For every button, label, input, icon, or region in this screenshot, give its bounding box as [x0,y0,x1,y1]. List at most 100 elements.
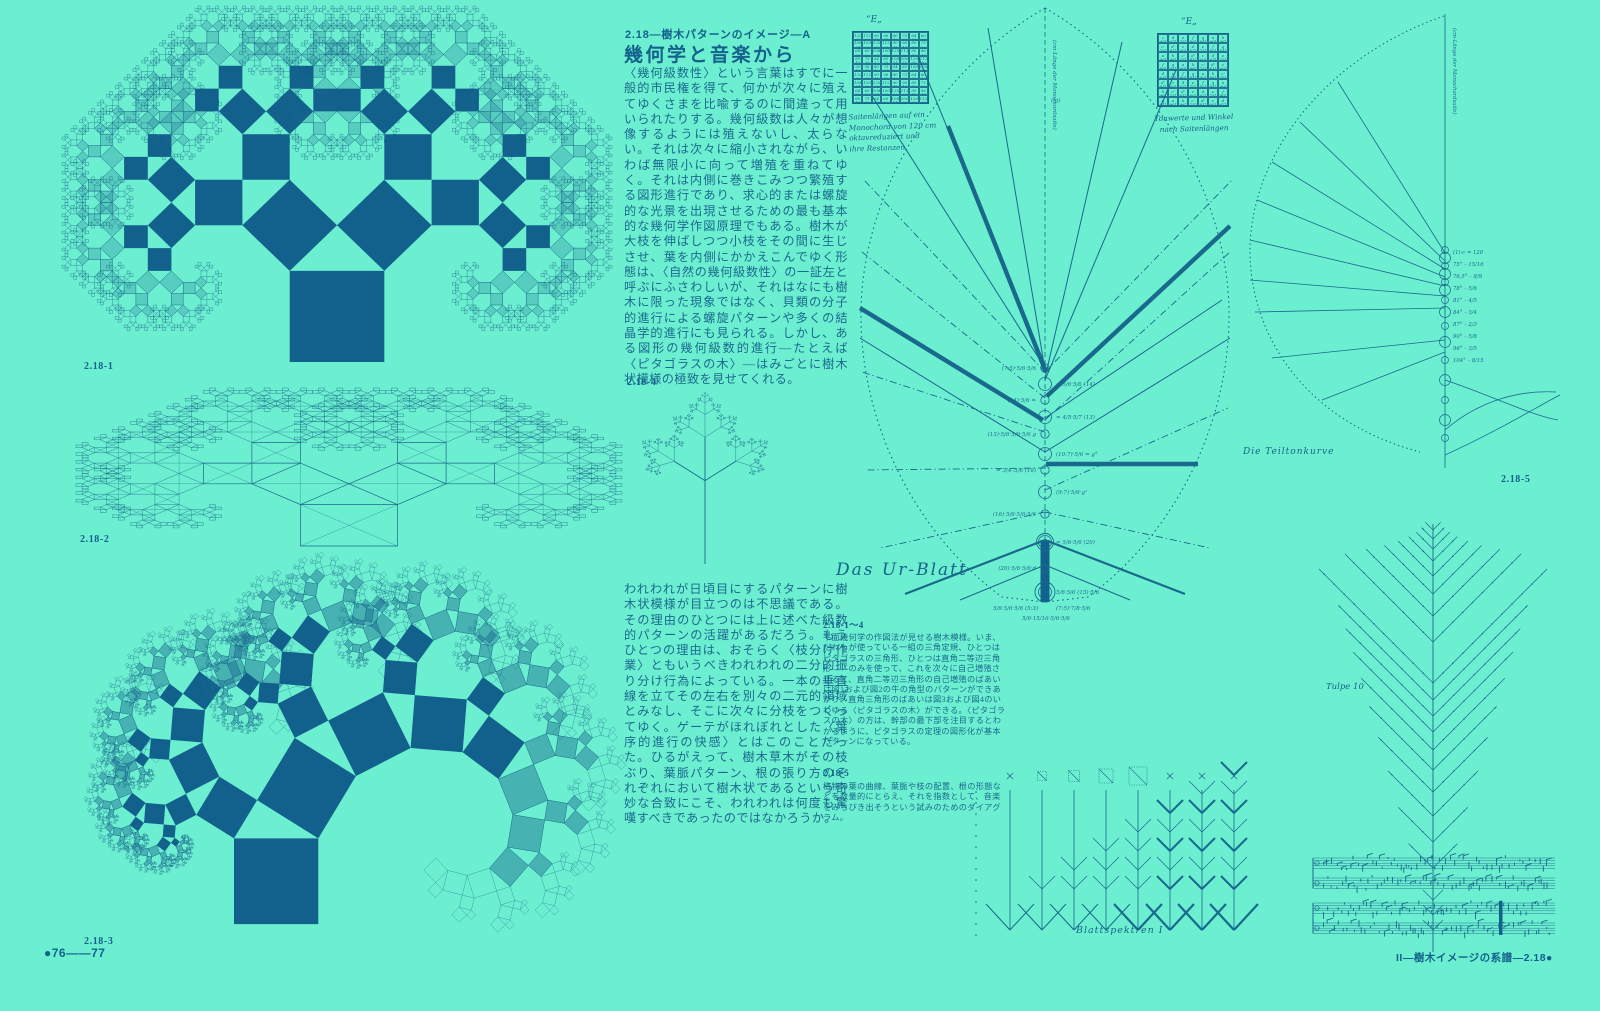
table-cell: c 60° [1178,43,1188,52]
table-cell: h 96° [1218,34,1228,43]
table-cell: 96 48 [881,32,891,40]
table-cell: 75 30 [862,95,872,103]
table-cell: 100 50 [862,79,872,88]
table-cell: 96 48 [899,39,910,48]
table-right-note: Tonwerte und Winkel nach Saitenlängen [1154,111,1234,134]
table-cell: 64 32 [853,47,863,56]
article-paragraph-1: 〈幾何級数性〉という言葉はすでに一般的市民権を得て、何かが次々に殖えてゆくさまを… [624,66,848,386]
table-cell: c 60° [1198,52,1208,61]
table-cell: 120 60 [871,39,882,48]
table-cell: a 90° [1158,52,1168,61]
table-cell: d' 81° [1158,79,1168,88]
table-cell: 80 40 [890,71,900,80]
table-cell: c 60° [1188,88,1198,97]
folio-right: II—樹木イメージの系譜—2.18● [1396,952,1553,964]
table-cell: h 96° [1188,61,1198,70]
figure-label-5: 2.18-5 [1501,474,1531,485]
table-cell: 100 50 [862,39,872,48]
table-cell: 112,5 60 [899,87,910,96]
table-cell: 108 54 [871,47,882,56]
table-cell: 60 30 [918,71,928,80]
tulpe-label: Tulpe 10 [1326,682,1364,692]
table-cell: a 90° [1208,34,1218,43]
table-cell: d' 81° [1188,52,1198,61]
table-cell: 120 60 [890,47,900,56]
table-cell: e 75° [1198,43,1208,52]
table-cell: 60 30 [881,55,891,64]
table-cell: d 67° [1158,70,1168,79]
table-cell: 64 32 [871,55,882,64]
ur-blatt-leaf-diagram: (7:5)·5/6·5/6= 5/6·5/6 (14)(14)·5/6 == 4… [858,7,1233,622]
table-cell: 108 54 [890,95,900,103]
table-cell: 64 32 [853,87,863,96]
table-cell: 80 40 [871,63,882,72]
table-cell: 90 45 [909,87,919,96]
teiltonkurve-title: Die Teiltonkurve [1243,447,1335,457]
caption-head-1: 2.18-1～4 [823,620,864,630]
table-cell: c 60° [1158,34,1168,43]
table-cell: c' 75° [1218,70,1228,79]
table-cell: 112,5 60 [899,47,910,56]
table-cell: g 84° [1188,70,1198,79]
table-cell: f 80° [1208,43,1218,52]
table-cell: 64 32 [909,32,919,40]
table-cell: f 80° [1158,61,1168,70]
table-cell: 75 30 [881,63,891,72]
table-cell: c 60° [1208,97,1218,106]
conifer-tree-figure-4 [641,392,769,564]
tulpe-branch-diagram [1318,522,1548,952]
table-cell: c' 75° [1198,61,1208,70]
table-cell: 108 54 [909,63,919,72]
table-cell: d 67° [1188,43,1198,52]
table-cell: c 60° [1168,79,1178,88]
ur-blatt-title: Das Ur-Blatt [836,560,968,580]
table-cell: 75 30 [918,39,928,48]
table-cell: d' 81° [1178,88,1188,97]
table-cell: a 90° [1178,61,1188,70]
table-cell: 96 48 [918,47,928,56]
table-cell: 60 30 [918,32,928,40]
table-cell: c' 75° [1158,43,1168,52]
table-cell: 90 45 [890,79,900,88]
article-title: 幾何学と音楽から [624,45,797,66]
table-cell: f 80° [1188,34,1198,43]
pythagoras-tree-figure-1 [61,5,613,362]
table-cell: e 75° [1178,34,1188,43]
table-cell: e 75° [1208,88,1218,97]
music-score [1312,852,1555,939]
table-cell: h 96° [1208,70,1218,79]
monochord-table-right: c 60° d 67° e 75° f 80° g 84° a 90° h 96° c' 75… [1157,33,1229,107]
table-cell: h 96° [1178,97,1188,106]
table-cell: 60 30 [862,87,872,96]
table-cell: 96 48 [881,71,891,80]
table-cell: d' 81° [1208,61,1218,70]
table-cell: 75 30 [899,32,910,40]
table-cell: d' 81° [1198,97,1208,106]
table-cell: d' 81° [1168,43,1178,52]
table-cell: 108 54 [853,39,863,48]
table-left-note: Saitenlängen auf ein Monochord von 120 c… [848,109,937,154]
table-cell: 108 54 [871,87,882,96]
table-cell: 120 60 [871,79,882,88]
figure-label-4: 2.18-4 [627,377,657,388]
table-cell: 64 32 [871,95,882,103]
table-cell: 96 48 [918,87,928,96]
table-cell: e 75° [1188,79,1198,88]
construction-wireframe-figure-2 [75,387,623,547]
table-cell: 80 40 [853,95,863,103]
table-cell: f 80° [1218,88,1228,97]
table-cell: 108 54 [890,55,900,64]
table-cell: 120 60 [853,32,863,40]
table-cell: 96 48 [899,79,910,88]
table-cell: 60 30 [862,47,872,56]
table-cell: c' 75° [1178,52,1188,61]
figure-label-1: 2.18-1 [84,361,114,372]
table-cell: 64 32 [890,63,900,72]
table-cell: 100 50 [881,87,891,96]
caption-body-2: 植物の葉の曲線、葉脈や枝の配置、根の形態などを数量的にとらえ、それを指数として、… [823,782,1002,823]
article-kicker: 2.18—樹木パターンのイメージ—A [625,29,811,41]
table-cell: 96 48 [862,63,872,72]
table-cell: g 84° [1168,61,1178,70]
